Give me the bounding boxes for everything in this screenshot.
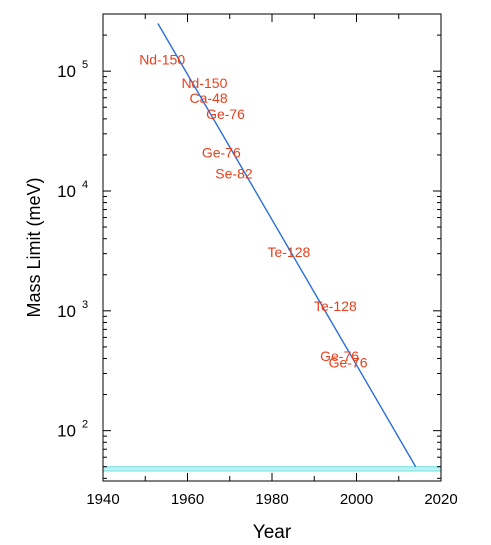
y-tick-exponent: 5 bbox=[82, 59, 88, 71]
isotope-label: Nd-150 bbox=[139, 52, 185, 68]
isotope-label: Te-128 bbox=[267, 244, 310, 260]
x-tick-label: 1940 bbox=[86, 491, 119, 508]
x-tick-label: 2000 bbox=[340, 491, 373, 508]
y-tick-label: 10 bbox=[57, 422, 76, 441]
isotope-label: Ca-48 bbox=[190, 90, 228, 106]
x-tick-label: 1980 bbox=[255, 491, 288, 508]
x-tick-label: 2020 bbox=[424, 491, 457, 508]
x-axis-label: Year bbox=[253, 522, 292, 543]
trend-line-layer bbox=[157, 23, 417, 468]
sensitivity-band bbox=[103, 466, 441, 472]
isotope-label: Ge-76 bbox=[320, 348, 359, 364]
y-tick-exponent: 3 bbox=[82, 299, 88, 311]
isotope-label: Ge-76 bbox=[329, 355, 368, 371]
y-axis-ticks: 10 2 10 3 10 4 10 5 bbox=[57, 13, 441, 479]
x-tick-label: 1960 bbox=[171, 491, 204, 508]
y-tick-exponent: 4 bbox=[82, 179, 88, 191]
x-axis-ticks: 1940 1960 1980 2000 2020 bbox=[86, 14, 458, 508]
isotope-label: Te-128 bbox=[314, 298, 357, 314]
y-tick-label: 10 bbox=[57, 62, 76, 81]
y-tick-label: 10 bbox=[57, 302, 76, 321]
isotope-labels: Nd-150Nd-150Ca-48Ge-76Ge-76Se-82Te-128Te… bbox=[139, 52, 368, 371]
y-axis-label: Mass Limit (meV) bbox=[24, 177, 44, 317]
isotope-label: Ge-76 bbox=[206, 106, 245, 122]
trend-line bbox=[157, 23, 417, 468]
band-fill bbox=[103, 466, 441, 472]
isotope-label: Se-82 bbox=[215, 165, 253, 181]
y-tick-exponent: 2 bbox=[82, 419, 88, 431]
isotope-label: Nd-150 bbox=[181, 75, 227, 91]
isotope-label: Ge-76 bbox=[202, 144, 241, 160]
y-tick-label: 10 bbox=[57, 182, 76, 201]
